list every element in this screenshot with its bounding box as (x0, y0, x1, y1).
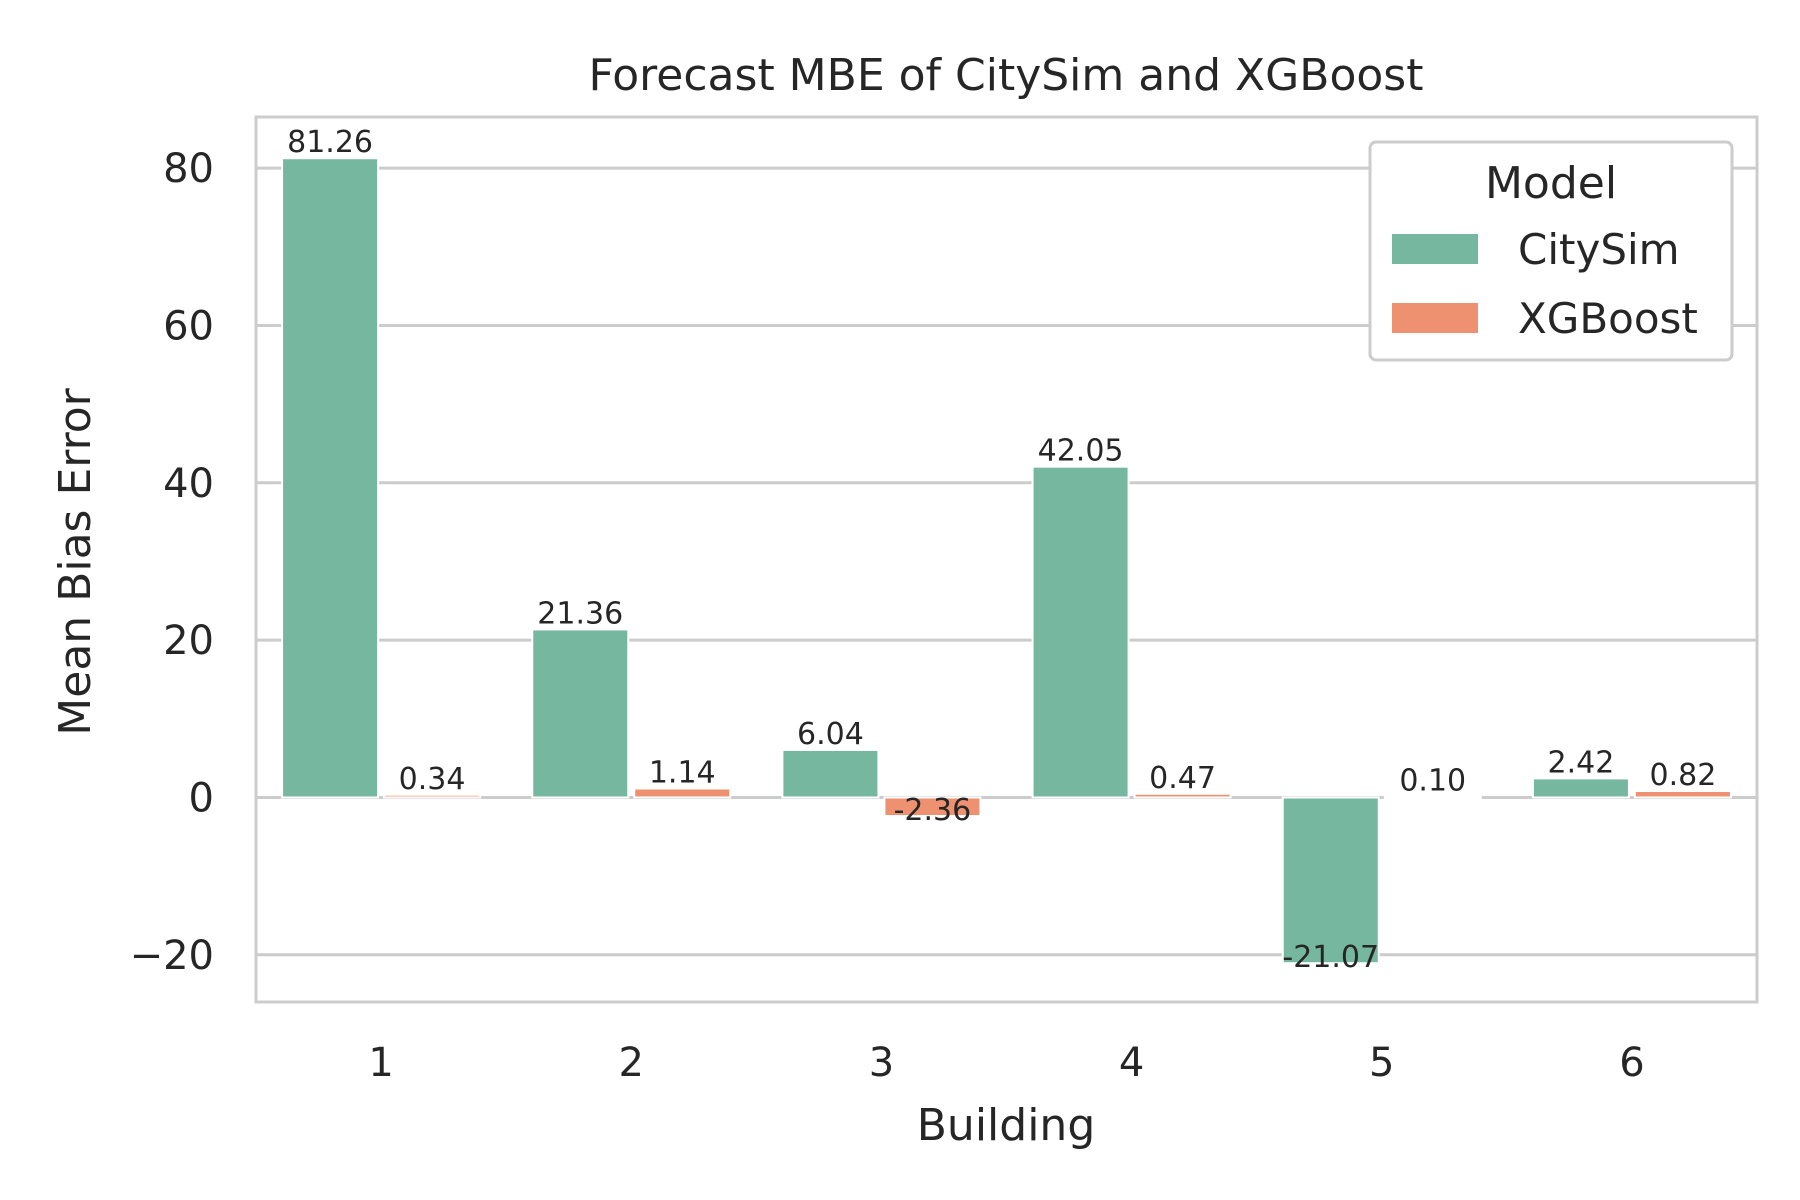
legend-label-xgboost: XGBoost (1518, 294, 1698, 343)
data-label-citysim: 6.04 (797, 717, 864, 752)
x-axis-label: Building (917, 1100, 1096, 1151)
data-label-xgboost: 0.10 (1399, 764, 1466, 799)
chart-title: Forecast MBE of CitySim and XGBoost (589, 50, 1424, 101)
legend-label-citysim: CitySim (1518, 225, 1680, 274)
y-tick-label: 60 (163, 303, 214, 349)
bar-citysim (281, 157, 380, 799)
bar-xgboost (383, 793, 482, 799)
x-tick-label: 3 (869, 1040, 894, 1086)
data-label-citysim: 21.36 (537, 596, 623, 631)
bar-xgboost (883, 796, 982, 818)
bar-xgboost (1383, 795, 1482, 800)
x-tick-label: 6 (1619, 1040, 1644, 1086)
data-label-xgboost: -2.36 (894, 793, 972, 828)
plot-frame (254, 115, 1759, 1004)
data-labels: 81.26 0.34 21.36 1.14 6.04 -2.36 42.05 0.47 -21.… (287, 125, 1716, 975)
data-label-citysim: 81.26 (287, 125, 373, 160)
bar-citysim (531, 628, 630, 799)
legend-swatch-citysim (1392, 234, 1478, 264)
y-axis-label: Mean Bias Error (50, 387, 101, 735)
x-tick-label: 1 (368, 1040, 393, 1086)
y-tick-labels: −20 0 20 40 60 80 (130, 146, 214, 979)
bar-citysim (1531, 777, 1630, 799)
x-tick-label: 2 (619, 1040, 644, 1086)
data-label-xgboost: 0.82 (1650, 758, 1717, 793)
legend-title: Model (1485, 158, 1617, 209)
data-label-xgboost: 0.34 (399, 762, 466, 797)
legend: Model CitySim XGBoost (1368, 140, 1734, 362)
bars (281, 157, 1732, 965)
x-tick-label: 5 (1369, 1040, 1394, 1086)
bar-xgboost (633, 787, 732, 799)
bar-citysim (1281, 796, 1380, 965)
y-tick-label: −20 (130, 933, 214, 979)
x-tick-labels: 1 2 3 4 5 6 (368, 1040, 1644, 1086)
legend-swatch-xgboost (1392, 303, 1478, 333)
y-tick-label: 40 (163, 461, 214, 507)
data-label-xgboost: 1.14 (649, 755, 716, 790)
bar-xgboost (1633, 790, 1732, 799)
x-tick-label: 4 (1119, 1040, 1144, 1086)
bar-citysim (781, 748, 880, 799)
data-label-xgboost: 0.47 (1149, 761, 1216, 796)
y-tick-label: 80 (163, 146, 214, 192)
data-label-citysim: 42.05 (1038, 434, 1124, 469)
y-tick-label: 0 (189, 775, 214, 821)
bar-xgboost (1133, 792, 1232, 799)
data-label-citysim: 2.42 (1548, 745, 1615, 780)
bar-citysim (1031, 465, 1130, 799)
y-tick-label: 20 (163, 618, 214, 664)
data-label-citysim: -21.07 (1282, 940, 1379, 975)
